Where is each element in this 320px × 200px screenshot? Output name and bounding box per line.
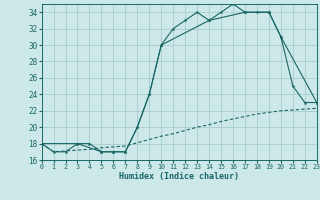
X-axis label: Humidex (Indice chaleur): Humidex (Indice chaleur) [119,172,239,181]
